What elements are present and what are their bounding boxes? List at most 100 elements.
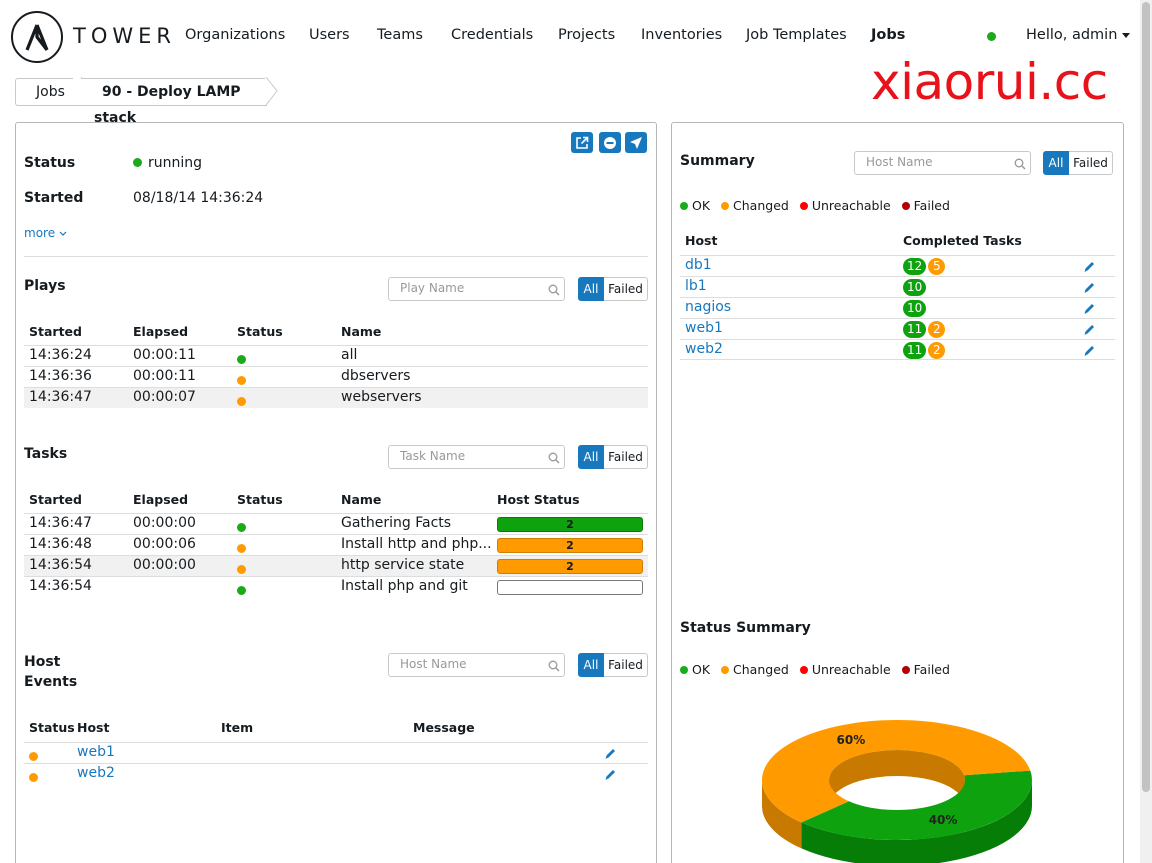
- play-search-input[interactable]: [400, 281, 540, 295]
- plays-col-status[interactable]: Status: [237, 324, 283, 339]
- plays-col-name[interactable]: Name: [341, 324, 382, 339]
- tasks-col-elapsed[interactable]: Elapsed: [133, 492, 189, 507]
- host-event-row[interactable]: web1: [24, 742, 648, 763]
- summary-host-link[interactable]: web1: [685, 320, 723, 336]
- slice-changed[interactable]: [761, 720, 1031, 823]
- scrollbar-thumb[interactable]: [1142, 2, 1150, 792]
- event-status-icon: [29, 752, 38, 761]
- pencil-icon[interactable]: [1083, 323, 1096, 336]
- tasks-col-started[interactable]: Started: [29, 492, 82, 507]
- event-status-icon: [29, 773, 38, 782]
- nav-jobs[interactable]: Jobs: [871, 27, 906, 43]
- pencil-icon[interactable]: [1083, 281, 1096, 294]
- tasks-col-name[interactable]: Name: [341, 492, 382, 507]
- status-label: Status: [24, 155, 76, 171]
- legend-failed: Failed: [913, 198, 950, 213]
- summary-row[interactable]: web2 11 2: [680, 339, 1115, 360]
- host-event-search[interactable]: [388, 653, 565, 677]
- summary-col-host[interactable]: Host: [685, 233, 718, 248]
- changed-legend-icon: [721, 666, 730, 674]
- summary-col-completed[interactable]: Completed Tasks: [903, 233, 1022, 248]
- top-navbar: TOWER Organizations Users Teams Credenti…: [0, 0, 1140, 72]
- summary-host-search-input[interactable]: [866, 155, 1006, 169]
- task-row[interactable]: 14:36:47 00:00:00 Gathering Facts 2: [24, 513, 648, 534]
- play-status-icon: [237, 376, 246, 385]
- search-icon: [548, 660, 560, 672]
- play-elapsed: 00:00:11: [133, 368, 196, 384]
- summary-row[interactable]: nagios 10: [680, 297, 1115, 318]
- play-row[interactable]: 14:36:47 00:00:07 webservers: [24, 387, 648, 408]
- task-status-icon: [237, 544, 246, 553]
- task-started: 14:36:48: [29, 536, 92, 552]
- legend-ok: OK: [692, 198, 711, 213]
- page-scrollbar[interactable]: [1140, 0, 1152, 863]
- event-host-link[interactable]: web1: [77, 744, 115, 760]
- tasks-filter-all[interactable]: All: [578, 445, 604, 469]
- summary-host-link[interactable]: nagios: [685, 299, 732, 315]
- pencil-icon[interactable]: [1083, 344, 1096, 357]
- legend-changed: Changed: [733, 662, 789, 677]
- more-link[interactable]: more: [24, 226, 67, 240]
- user-menu[interactable]: Hello, admin: [1026, 27, 1131, 43]
- summary-filter-all[interactable]: All: [1043, 151, 1069, 175]
- slice-ok[interactable]: [801, 770, 1032, 840]
- summary-host-link[interactable]: web2: [685, 341, 723, 357]
- launch-job-button[interactable]: [625, 132, 647, 153]
- pencil-icon[interactable]: [1083, 302, 1096, 315]
- host-status-bar: 2: [497, 538, 643, 553]
- nav-inventories[interactable]: Inventories: [641, 27, 723, 43]
- socket-status-icon: [987, 32, 996, 41]
- breadcrumb-jobs[interactable]: Jobs: [15, 78, 81, 106]
- summary-row[interactable]: web1 11 2: [680, 318, 1115, 339]
- play-row[interactable]: 14:36:24 00:00:11 all: [24, 345, 648, 366]
- nav-job-templates[interactable]: Job Templates: [746, 27, 847, 43]
- nav-users[interactable]: Users: [309, 27, 350, 43]
- pencil-icon[interactable]: [604, 768, 617, 781]
- task-search[interactable]: [388, 445, 565, 469]
- task-search-input[interactable]: [400, 449, 540, 463]
- status-summary-title: Status Summary: [680, 620, 811, 636]
- task-row[interactable]: 14:36:54 Install php and git: [24, 576, 648, 597]
- summary-host-search[interactable]: [854, 151, 1031, 175]
- play-status-icon: [237, 397, 246, 406]
- slice-label-changed: 60%: [837, 733, 866, 747]
- pencil-icon[interactable]: [1083, 260, 1096, 273]
- events-col-host[interactable]: Host: [77, 720, 110, 735]
- plays-filter-failed[interactable]: Failed: [604, 277, 648, 301]
- task-row[interactable]: 14:36:48 00:00:06 Install http and php..…: [24, 534, 648, 555]
- events-col-status[interactable]: Status: [29, 720, 75, 735]
- events-col-item[interactable]: Item: [221, 720, 254, 735]
- tasks-col-host-status[interactable]: Host Status: [497, 492, 580, 507]
- summary-row[interactable]: lb1 10: [680, 276, 1115, 297]
- play-search[interactable]: [388, 277, 565, 301]
- plays-col-elapsed[interactable]: Elapsed: [133, 324, 189, 339]
- task-row[interactable]: 14:36:54 00:00:00 http service state 2: [24, 555, 648, 576]
- nav-teams[interactable]: Teams: [377, 27, 423, 43]
- plays-filter-all[interactable]: All: [578, 277, 604, 301]
- host-events-filter-failed[interactable]: Failed: [604, 653, 648, 677]
- relaunch-external-button[interactable]: [571, 132, 593, 153]
- host-events-filter-all[interactable]: All: [578, 653, 604, 677]
- tasks-filter-failed[interactable]: Failed: [604, 445, 648, 469]
- event-host-link[interactable]: web2: [77, 765, 115, 781]
- tasks-col-status[interactable]: Status: [237, 492, 283, 507]
- plays-col-started[interactable]: Started: [29, 324, 82, 339]
- events-col-message[interactable]: Message: [413, 720, 475, 735]
- summary-host-link[interactable]: db1: [685, 257, 712, 273]
- nav-projects[interactable]: Projects: [558, 27, 616, 43]
- host-event-search-input[interactable]: [400, 657, 540, 671]
- summary-filter-failed[interactable]: Failed: [1069, 151, 1113, 175]
- cancel-job-button[interactable]: [599, 132, 621, 153]
- pencil-icon[interactable]: [604, 747, 617, 760]
- nav-credentials[interactable]: Credentials: [451, 27, 534, 43]
- summary-row[interactable]: db1 12 5: [680, 255, 1115, 276]
- host-event-row[interactable]: web2: [24, 763, 648, 784]
- summary-host-link[interactable]: lb1: [685, 278, 707, 294]
- nav-organizations[interactable]: Organizations: [185, 27, 286, 43]
- brand-name[interactable]: TOWER: [73, 24, 176, 48]
- tasks-filter-toggle: All Failed: [578, 445, 648, 469]
- play-row[interactable]: 14:36:36 00:00:11 dbservers: [24, 366, 648, 387]
- status-summary-legend: OK Changed Unreachable Failed: [680, 662, 957, 677]
- tower-logo-icon[interactable]: [11, 11, 63, 63]
- started-label: Started: [24, 190, 84, 206]
